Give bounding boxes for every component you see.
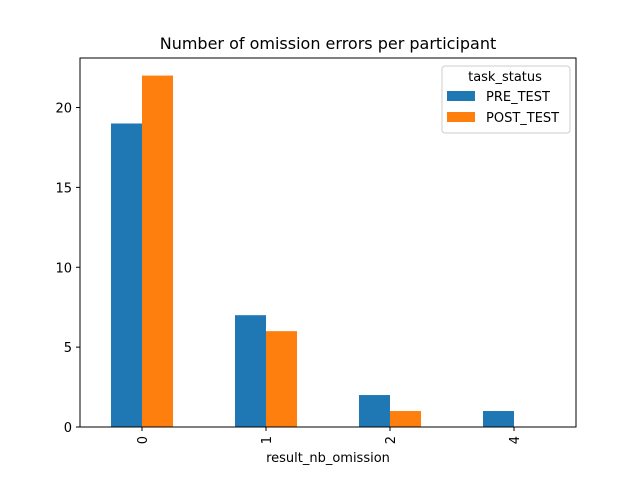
- y-tick-label: 10: [55, 261, 72, 276]
- y-tick-label: 0: [64, 421, 72, 436]
- bar-pre-test-2: [359, 395, 390, 427]
- bar-post-test-2: [390, 411, 421, 427]
- axes-group: 0 5 10 15 20 0 1 2 4: [55, 57, 577, 444]
- legend-label-pre-test: PRE_TEST: [486, 90, 550, 105]
- x-axis-label: result_nb_omission: [266, 451, 390, 466]
- x-tick-label: 1: [260, 436, 275, 444]
- bar-post-test-0: [142, 75, 173, 428]
- bar-pre-test-4: [483, 411, 514, 427]
- legend-swatch-pre-test: [447, 91, 475, 101]
- x-tick-label: 4: [508, 436, 523, 444]
- plot-frame: [79, 57, 577, 428]
- y-tick-label: 5: [64, 341, 72, 356]
- legend-swatch-post-test: [447, 112, 475, 122]
- legend-label-post-test: POST_TEST: [486, 111, 559, 126]
- x-tick-label: 0: [136, 436, 151, 444]
- bar-pre-test-0: [111, 123, 142, 428]
- bar-pre-test-1: [235, 315, 266, 427]
- bar-post-test-1: [266, 331, 297, 427]
- bars-group: [111, 75, 514, 428]
- y-tick-label: 20: [55, 102, 72, 117]
- chart-title: Number of omission errors per participan…: [160, 34, 497, 53]
- legend: task_status PRE_TEST POST_TEST: [441, 65, 571, 134]
- x-tick-label: 2: [384, 436, 399, 444]
- legend-title: task_status: [468, 70, 542, 85]
- y-tick-label: 15: [55, 181, 72, 196]
